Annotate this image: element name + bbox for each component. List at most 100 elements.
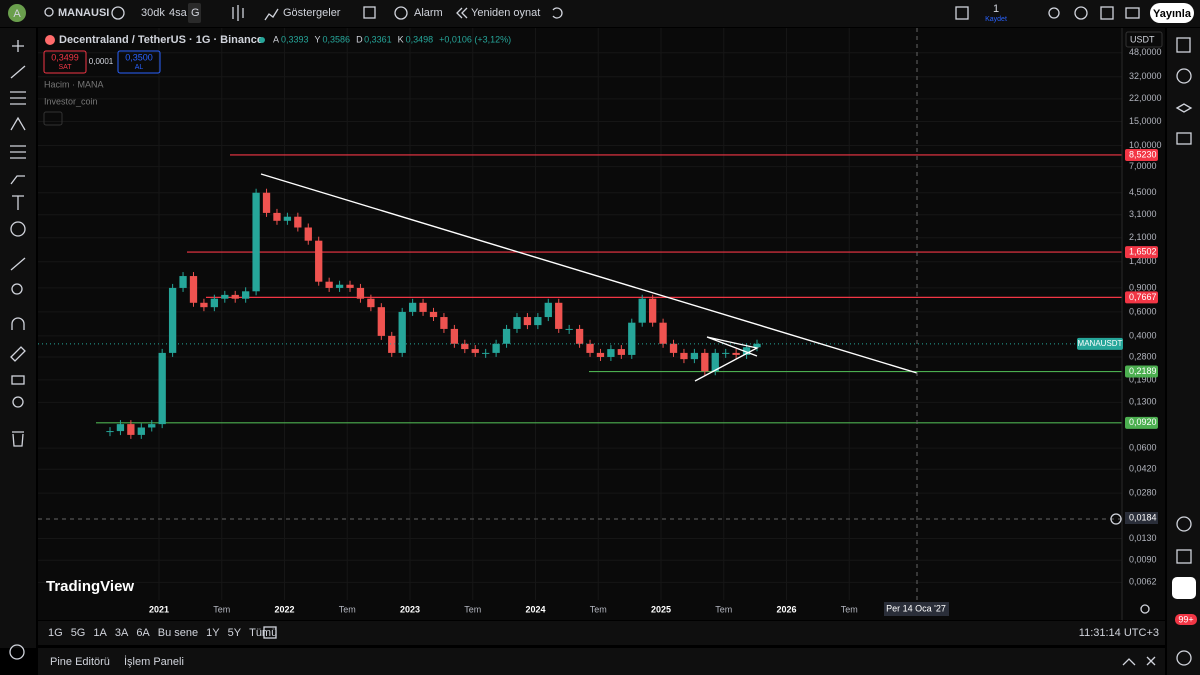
- candle: [690, 352, 699, 360]
- x-tick-label: 2022: [274, 604, 294, 614]
- y-tick-label: 0,0130: [1129, 533, 1157, 543]
- search-alt[interactable]: [1048, 7, 1060, 19]
- buy-button[interactable]: [117, 50, 161, 74]
- replay[interactable]: Yeniden oynat: [471, 7, 540, 19]
- indicators[interactable]: Göstergeler: [283, 7, 341, 19]
- settings[interactable]: [1074, 6, 1088, 20]
- chart-type-icon[interactable]: [232, 5, 244, 21]
- candle: [210, 298, 219, 308]
- candle: [242, 291, 250, 299]
- add-price[interactable]: [1110, 513, 1122, 525]
- last-price-name: MANAUSDT: [1078, 339, 1123, 348]
- candle: [429, 311, 438, 318]
- candle: [669, 343, 678, 353]
- symbol[interactable]: MANAUSI: [58, 7, 109, 19]
- panel-controls[interactable]: [1122, 656, 1156, 666]
- buy-label: AL: [135, 64, 144, 71]
- y-tick-label: 0,1900: [1129, 374, 1157, 384]
- alarm[interactable]: Alarm: [414, 7, 443, 19]
- sell-button[interactable]: [43, 50, 87, 74]
- interval[interactable]: 30dk: [141, 7, 165, 19]
- triangle-pattern[interactable]: [694, 336, 759, 382]
- fullscreen-icon[interactable]: [955, 6, 969, 20]
- range-button[interactable]: 5G: [71, 627, 86, 639]
- candle: [158, 352, 166, 425]
- level-tag: [1125, 416, 1158, 429]
- candle: [742, 347, 751, 355]
- y-tick-label: 22,0000: [1129, 93, 1162, 103]
- apps-button[interactable]: [1172, 577, 1196, 599]
- publish-button[interactable]: [1150, 3, 1194, 23]
- footer-tab[interactable]: İşlem Paneli: [124, 655, 184, 668]
- candle: [680, 352, 688, 360]
- alarm-icon[interactable]: [394, 6, 408, 20]
- candle: [200, 302, 208, 308]
- indicators-icon[interactable]: [264, 8, 279, 21]
- snapshot[interactable]: [1125, 7, 1140, 19]
- currency-box[interactable]: [1125, 31, 1163, 48]
- y-tick-label: 10,0000: [1129, 140, 1162, 150]
- crosshair-price-box: [1125, 512, 1158, 525]
- ohlc-value: 0,3393: [281, 34, 309, 44]
- range-button[interactable]: 1A: [93, 627, 107, 639]
- range-button[interactable]: 5Y: [228, 627, 242, 639]
- search-icon[interactable]: [44, 7, 54, 17]
- x-tick-label: 2024: [525, 604, 545, 614]
- candle: [419, 302, 427, 312]
- candle: [408, 302, 417, 312]
- level-tag: [1125, 365, 1158, 378]
- candle: [398, 311, 406, 353]
- logo: TradingView: [46, 578, 134, 595]
- date-range-icon[interactable]: [263, 626, 277, 639]
- chart-pane: [38, 28, 1165, 620]
- interval[interactable]: G: [191, 7, 200, 19]
- expand[interactable]: [1100, 6, 1114, 20]
- candle: [638, 298, 646, 323]
- save[interactable]: Kaydet: [985, 16, 1007, 23]
- range-button[interactable]: Bu sene: [158, 627, 198, 639]
- trend-line[interactable]: [260, 173, 918, 374]
- x-tick-label: 2021: [149, 604, 169, 614]
- undo[interactable]: [552, 7, 563, 19]
- ohlc: A 0,3393 Y 0,3586 D 0,3361 K 0,3498 +0,0106 (+3,…: [273, 34, 511, 44]
- layout-icon[interactable]: [363, 6, 376, 19]
- candle: [701, 352, 709, 372]
- range-button[interactable]: 3A: [115, 627, 129, 639]
- drawing-tools[interactable]: [10, 40, 26, 447]
- range-button[interactable]: 1Y: [206, 627, 220, 639]
- study[interactable]: Investor_coin: [44, 96, 98, 106]
- ohlc-key: Y: [315, 34, 321, 44]
- candle: [304, 227, 312, 241]
- footer-tab[interactable]: Pine Editörü: [50, 656, 110, 668]
- study[interactable]: Hacim · MANA: [44, 79, 104, 89]
- notifications[interactable]: [9, 644, 25, 660]
- candle: [148, 424, 156, 428]
- range-button[interactable]: Tümü: [249, 627, 277, 639]
- candle: [607, 349, 615, 357]
- candle: [502, 328, 511, 344]
- collapse[interactable]: [43, 111, 63, 126]
- candle: [492, 343, 500, 353]
- avatar[interactable]: [8, 4, 26, 22]
- candle: [534, 317, 542, 326]
- ohlc-key: K: [398, 34, 404, 44]
- candle: [262, 192, 271, 213]
- x-tick-label: Tem: [715, 604, 732, 614]
- range-button[interactable]: 1G: [48, 627, 63, 639]
- candle: [377, 307, 385, 336]
- candle: [221, 294, 229, 299]
- interval[interactable]: 4sa: [169, 7, 188, 19]
- replay-icon[interactable]: [456, 7, 468, 19]
- axis-settings[interactable]: [1140, 604, 1150, 614]
- candle: [617, 349, 625, 355]
- badge: 99+: [1178, 614, 1193, 624]
- x-tick-label: Tem: [590, 604, 607, 614]
- candle: [137, 427, 145, 435]
- interval-active: [188, 3, 201, 23]
- side-widgets[interactable]: [1175, 37, 1193, 666]
- candle: [586, 343, 594, 353]
- candle: [659, 322, 667, 344]
- compare-icon[interactable]: [111, 6, 125, 20]
- candle: [294, 216, 302, 228]
- range-button[interactable]: 6A: [136, 627, 150, 639]
